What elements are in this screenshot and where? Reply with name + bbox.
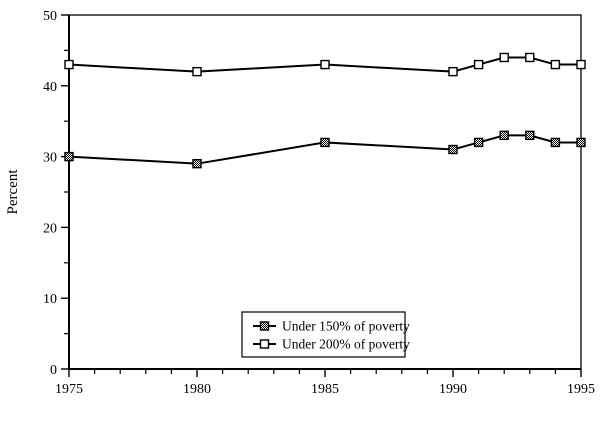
x-tick-label: 1980 — [183, 382, 211, 397]
data-point-marker — [473, 59, 484, 70]
y-tick-label: 0 — [50, 363, 57, 378]
data-series — [64, 52, 586, 169]
legend-label: Under 200% of poverty — [282, 337, 410, 352]
y-axis-title: Percent — [5, 169, 21, 215]
x-tick-label: 1985 — [311, 382, 339, 397]
data-point-marker — [320, 59, 330, 70]
data-point-marker — [64, 59, 74, 70]
data-point-marker — [448, 144, 458, 155]
series-under-200 — [64, 52, 586, 77]
data-point-marker — [192, 66, 202, 77]
data-point-marker — [320, 137, 330, 148]
data-point-marker — [550, 137, 561, 148]
data-point-marker — [448, 66, 458, 77]
x-axis: 1975 1980 1985 1990 1995 — [55, 369, 595, 397]
legend-label: Under 150% of poverty — [282, 319, 410, 334]
y-tick-label: 30 — [43, 151, 57, 166]
legend: Under 150% of poverty Under 200% of pover… — [241, 311, 410, 358]
data-point-marker — [576, 59, 586, 70]
y-tick-label: 50 — [43, 9, 57, 24]
data-point-marker — [499, 52, 509, 63]
data-point-marker — [499, 130, 509, 141]
x-tick-label: 1990 — [439, 382, 467, 397]
legend-key-marker — [259, 339, 270, 349]
y-axis: 0 10 20 30 40 50 — [43, 9, 69, 378]
y-tick-label: 20 — [43, 221, 57, 236]
data-point-marker — [64, 151, 74, 162]
data-point-marker — [550, 59, 561, 70]
y-tick-label: 40 — [43, 80, 57, 95]
data-point-marker — [576, 137, 586, 148]
x-tick-label: 1975 — [55, 382, 83, 397]
x-tick-label: 1995 — [567, 382, 595, 397]
data-point-marker — [473, 137, 484, 148]
data-point-marker — [192, 158, 202, 169]
data-point-marker — [525, 52, 535, 63]
data-point-marker — [525, 130, 535, 141]
y-tick-label: 10 — [43, 292, 57, 307]
legend-box — [241, 311, 406, 358]
legend-key-marker — [259, 321, 270, 331]
series-under-150 — [64, 130, 586, 169]
